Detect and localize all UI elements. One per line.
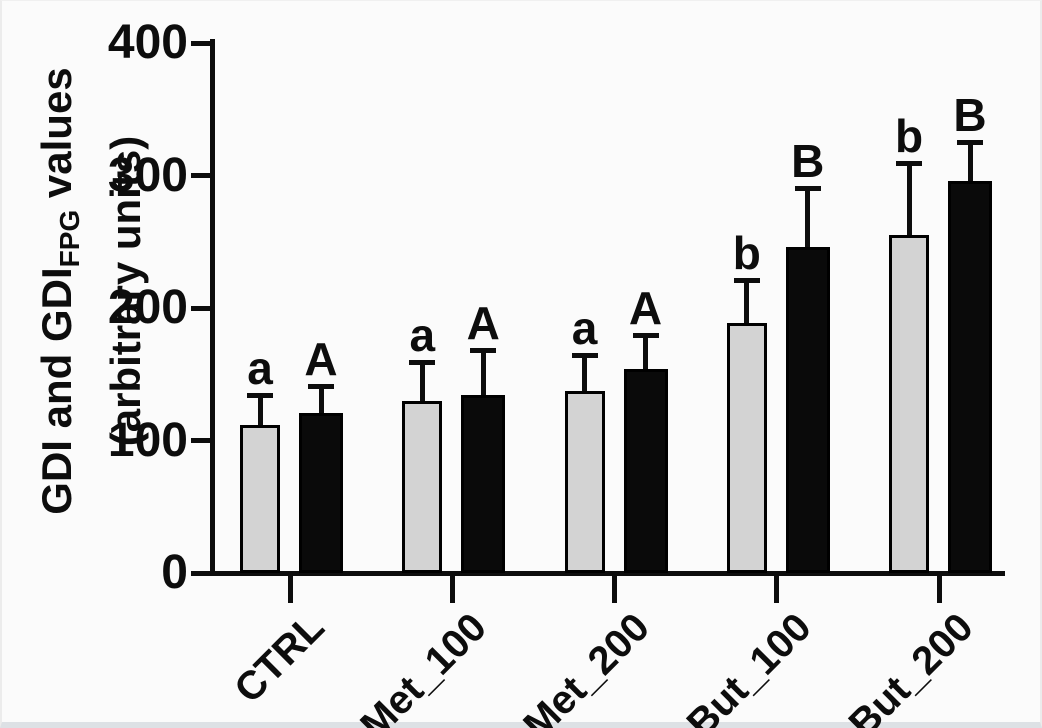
- x-category-label-met_200: Met_200: [514, 605, 658, 728]
- significance-letter: B: [791, 135, 825, 188]
- bar-gdi_fpg-but_100: [785, 247, 830, 573]
- error-bar-cap: [896, 160, 922, 166]
- x-axis-line: [191, 570, 1005, 576]
- significance-letter: a: [409, 308, 436, 361]
- error-bar-stem: [643, 335, 648, 379]
- significance-letter: A: [628, 282, 663, 335]
- y-tick: [191, 173, 212, 178]
- y-tick-label: 400: [107, 16, 188, 69]
- y-tick-label: 0: [161, 546, 188, 599]
- error-bar-cap: [957, 139, 983, 145]
- y-tick-label: 300: [107, 148, 188, 202]
- x-tick: [936, 575, 942, 603]
- error-bar-cap: [733, 277, 760, 283]
- x-category-label-met_100: Met_100: [352, 605, 496, 728]
- error-bar-cap: [409, 359, 436, 365]
- y-tick: [191, 40, 212, 46]
- significance-letter: A: [466, 296, 500, 349]
- error-bar-stem: [744, 279, 750, 333]
- x-tick: [287, 575, 293, 603]
- error-bar-stem: [257, 394, 263, 435]
- bar-gdi-met_200: [564, 391, 605, 573]
- error-bar-cap: [470, 347, 497, 353]
- significance-letter: a: [247, 341, 273, 394]
- error-bar-stem: [906, 162, 912, 246]
- y-tick: [191, 305, 212, 311]
- error-bar-stem: [318, 385, 324, 423]
- significance-letter: A: [304, 332, 338, 385]
- error-bar-cap: [247, 392, 273, 398]
- significance-letter: B: [953, 88, 987, 141]
- bar-gdi_fpg-ctrl: [299, 412, 343, 573]
- y-axis-title-subscript: FPG: [54, 209, 85, 268]
- bar-gdi-but_100: [726, 322, 767, 573]
- error-bar-stem: [582, 355, 587, 402]
- x-tick: [449, 575, 455, 603]
- bar-gdi_fpg-met_200: [623, 368, 668, 573]
- bar-gdi_fpg-met_100: [461, 395, 506, 573]
- x-category-label-but_200: But_200: [840, 605, 983, 728]
- significance-letter: b: [732, 226, 761, 279]
- y-axis-line: [209, 39, 215, 576]
- x-tick: [774, 575, 780, 603]
- error-bar-stem: [419, 361, 425, 411]
- error-bar-cap: [632, 333, 659, 339]
- error-bar-cap: [794, 186, 821, 192]
- y-tick-label: 200: [107, 281, 188, 334]
- x-category-label-but_100: But_100: [678, 605, 820, 728]
- error-bar-stem: [480, 349, 486, 406]
- significance-letter: a: [571, 302, 598, 355]
- x-tick: [612, 575, 617, 603]
- bar-gdi-met_100: [402, 400, 443, 573]
- bar-gdi-but_200: [889, 235, 929, 573]
- significance-letter: b: [894, 109, 924, 162]
- error-bar-stem: [805, 188, 811, 258]
- error-bar-cap: [308, 383, 334, 389]
- bar-gdi_fpg-but_200: [948, 180, 992, 573]
- bar-gdi-ctrl: [240, 424, 280, 573]
- x-category-label-ctrl: CTRL: [226, 605, 334, 712]
- error-bar-stem: [967, 141, 973, 191]
- y-tick-label: 100: [107, 413, 188, 467]
- error-bar-cap: [571, 353, 598, 359]
- y-tick: [191, 438, 212, 443]
